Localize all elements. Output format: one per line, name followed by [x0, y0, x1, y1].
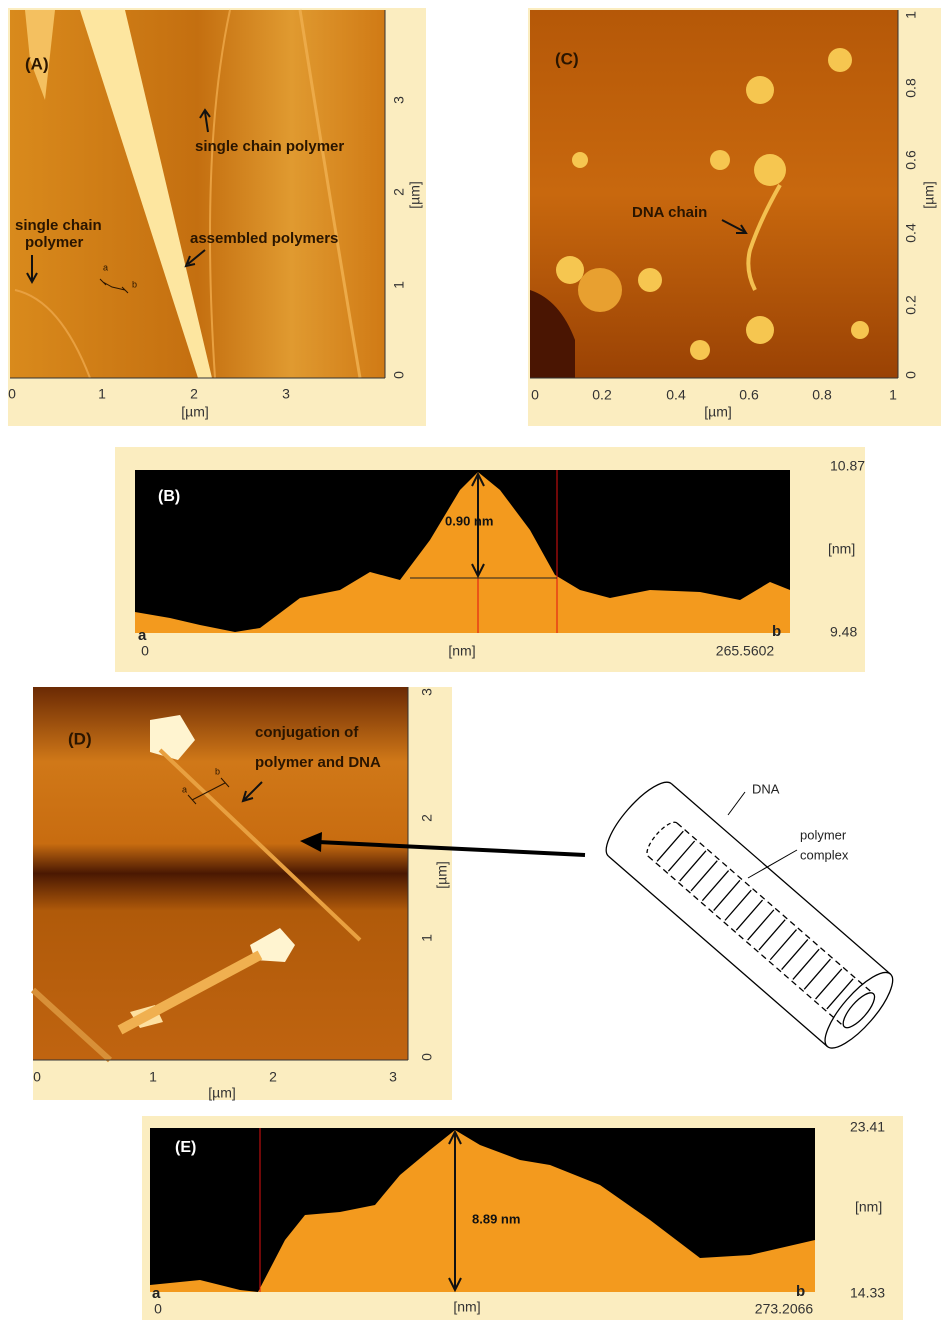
tick-label: 0 [903, 371, 919, 379]
annotation: b [132, 279, 137, 289]
axis-unit: [µm] [407, 181, 423, 209]
tick-label: 0.6 [903, 150, 919, 170]
tick-label: 2 [269, 1069, 277, 1085]
measurement: 8.89 nm [472, 1211, 520, 1226]
tick-label: 3 [391, 96, 407, 104]
tick-label: 1 [889, 387, 897, 403]
end-label: b [796, 1283, 805, 1300]
tick-label: 0 [419, 1053, 435, 1061]
diagram-label: polymer [800, 827, 847, 842]
figure: (A) single chain polymer assembled polym… [0, 0, 943, 1320]
tick-label: 14.33 [850, 1285, 885, 1301]
tick-label: 0.4 [666, 387, 686, 403]
tick-label: 1 [391, 281, 407, 289]
panel-label: (C) [555, 49, 579, 68]
tick-label: 1 [903, 11, 919, 19]
tick-label: 0.2 [592, 387, 612, 403]
diagram-label: complex [800, 847, 849, 862]
axis-unit: [µm] [434, 861, 450, 889]
tick-label: 9.48 [830, 624, 857, 640]
tick-label: 0.8 [903, 78, 919, 98]
end-label: a [138, 627, 147, 644]
tick-label: 0.2 [903, 295, 919, 315]
annotation: single chain polymer [195, 138, 344, 155]
tick-label: 1 [149, 1069, 157, 1085]
tick-label: 10.87 [830, 458, 865, 474]
cylinder-diagram [596, 773, 902, 1057]
diagram-label: DNA [752, 781, 780, 796]
axis-unit: [µm] [921, 181, 937, 209]
axis-unit: [nm] [448, 643, 475, 659]
axis-unit: [µm] [181, 404, 209, 420]
tick-label: 0 [531, 387, 539, 403]
tick-label: 0.8 [812, 387, 832, 403]
tick-label: 265.5602 [716, 643, 775, 659]
axis-unit: [µm] [704, 404, 732, 420]
tick-label: 0 [391, 371, 407, 379]
tick-label: 0 [8, 386, 16, 402]
annotation: single chain [15, 217, 102, 234]
panel-label: (A) [25, 54, 49, 73]
leader-line [728, 792, 745, 815]
annotation: b [215, 766, 220, 776]
tick-label: 0 [141, 643, 149, 659]
tick-label: 273.2066 [755, 1301, 814, 1317]
tick-label: 3 [419, 688, 435, 696]
measurement: 0.90 nm [445, 513, 493, 528]
annotation: polymer and DNA [255, 754, 381, 771]
axis-unit: [nm] [453, 1299, 480, 1315]
end-label: b [772, 623, 781, 640]
tick-label: 1 [419, 934, 435, 942]
tick-label: 3 [389, 1069, 397, 1085]
panel-label: (E) [175, 1139, 196, 1156]
tick-label: 2 [391, 188, 407, 196]
tick-label: 1 [98, 386, 106, 402]
annotation: assembled polymers [190, 230, 338, 247]
tick-label: 0.4 [903, 223, 919, 243]
axis-unit: [µm] [208, 1085, 236, 1101]
annotation: polymer [25, 234, 84, 251]
tick-label: 0 [154, 1301, 162, 1317]
axis-unit: [nm] [828, 541, 855, 557]
tick-label: 0.6 [739, 387, 759, 403]
annotation: a [103, 262, 108, 272]
axis-unit: [nm] [855, 1199, 882, 1215]
annotation: a [182, 784, 187, 794]
tick-label: 2 [419, 814, 435, 822]
panel-label: (B) [158, 488, 180, 505]
tick-label: 23.41 [850, 1119, 885, 1135]
panel-label: (D) [68, 729, 92, 748]
tick-label: 0 [33, 1069, 41, 1085]
annotation: DNA chain [632, 204, 707, 221]
tick-label: 3 [282, 386, 290, 402]
leader-line [748, 850, 797, 878]
annotation: conjugation of [255, 724, 359, 741]
tick-label: 2 [190, 386, 198, 402]
end-label: a [152, 1285, 161, 1302]
